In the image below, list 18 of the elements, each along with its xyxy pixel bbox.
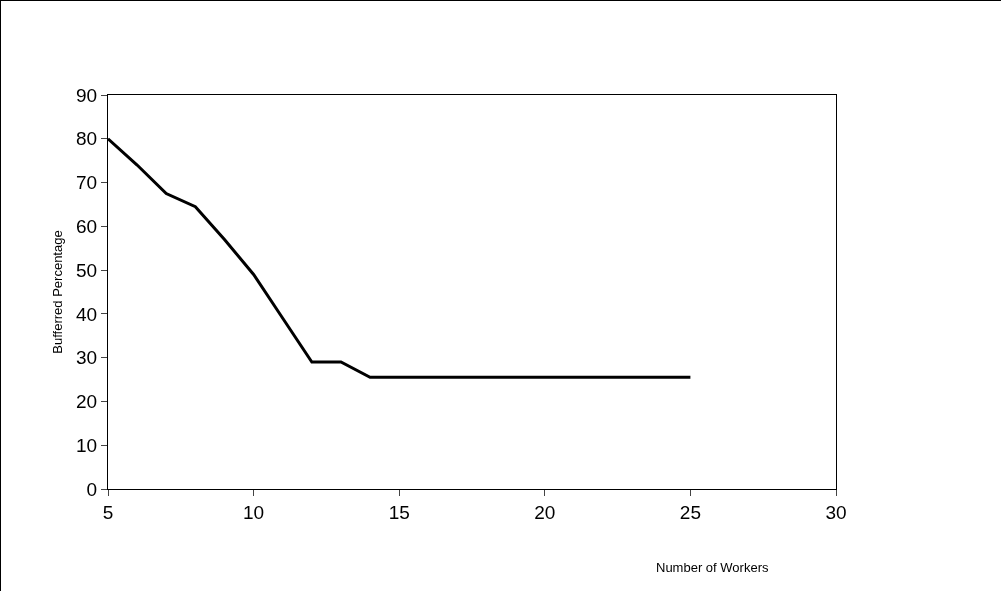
y-tick-label: 70 [76,172,98,194]
x-axis-title: Number of Workers [656,560,769,575]
x-tick-label: 5 [102,501,114,523]
x-tick-label: 10 [243,501,265,523]
y-tick-label: 30 [76,347,98,369]
x-tick-label: 15 [388,501,410,523]
y-tick-label: 10 [76,434,98,456]
y-axis-title: Bufferred Percentage [50,230,66,354]
y-tick-label: 0 [86,478,98,500]
x-tick-label: 25 [679,501,701,523]
x-tick-label: 20 [534,501,556,523]
y-tick-label: 40 [76,303,98,325]
y-tick-label: 50 [76,259,98,281]
x-tick-label: 30 [825,501,847,523]
y-tick-label: 60 [76,215,98,237]
y-tick-label: 80 [76,128,98,150]
y-tick-label: 20 [76,391,98,413]
y-tick-label: 90 [76,84,98,106]
